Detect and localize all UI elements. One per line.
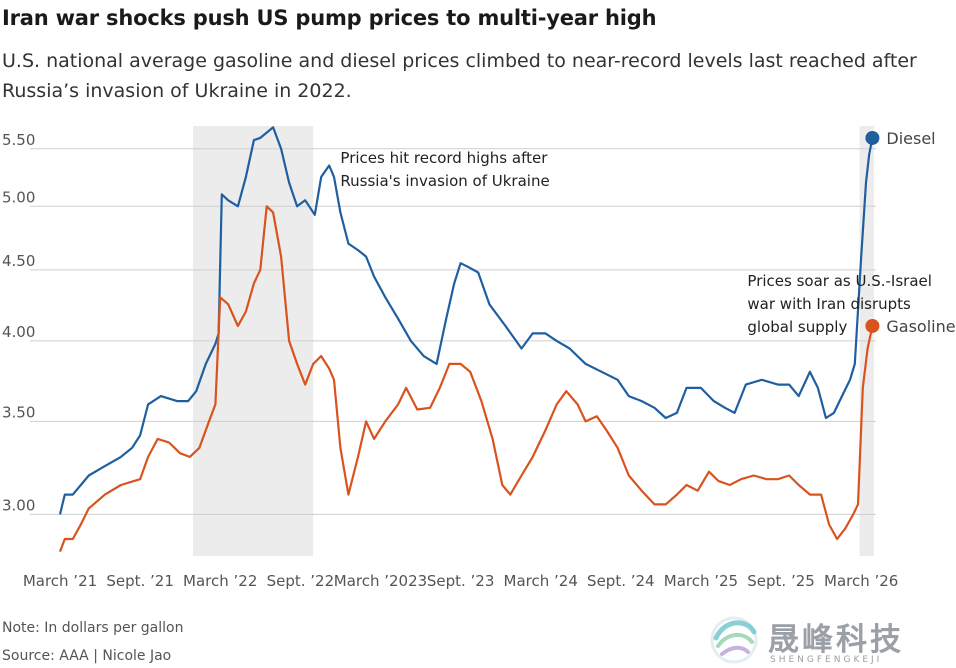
annotation-1-line: global supply — [747, 318, 847, 336]
y-tick-label: 4.50 — [2, 252, 35, 270]
annotation-1-line: war with Iran disrupts — [747, 295, 911, 313]
x-tick-label: Sept. ’25 — [747, 572, 815, 590]
y-tick-label: 5.50 — [2, 131, 35, 149]
annotation-0-line: Russia's invasion of Ukraine — [340, 172, 549, 190]
x-tick-label: March ’22 — [183, 572, 257, 590]
series-line-diesel — [58, 126, 874, 515]
legend-label-diesel: Diesel — [886, 129, 935, 148]
y-tick-label: 3.00 — [2, 496, 35, 514]
series-end-dot-diesel — [865, 130, 880, 145]
chart-title: Iran war shocks push US pump prices to m… — [2, 6, 657, 30]
series-end-dot-gasoline — [865, 318, 880, 333]
chart-subtitle: U.S. national average gasoline and diese… — [2, 50, 917, 102]
watermark-emblem-icon — [710, 616, 758, 664]
footnote: Note: In dollars per gallon — [2, 620, 184, 636]
watermark-logo: 晟峰科技 SHENGFENGKEJI — [706, 612, 956, 668]
x-tick-label: March ’2023 — [334, 572, 427, 590]
watermark-subtext: SHENGFENGKEJI — [770, 655, 883, 665]
x-tick-label: March ’26 — [824, 572, 898, 590]
line-chart: 3.00 3.50 4.00 4.50 5.00 5.50 March ’21 Sept. ’… — [2, 126, 956, 590]
x-tick-label: Sept. ’24 — [587, 572, 655, 590]
annotation-0-line: Prices hit record highs after — [340, 149, 548, 167]
x-tick-label: March ’24 — [504, 572, 578, 590]
y-tick-label: 5.00 — [2, 188, 35, 206]
watermark-text: 晟峰科技 — [768, 622, 904, 658]
series-diesel: Diesel — [58, 126, 936, 515]
annotation-1-line: Prices soar as U.S.-Israel — [747, 272, 932, 290]
x-tick-label: March ’21 — [23, 572, 97, 590]
x-tick-label: Sept. ’22 — [267, 572, 335, 590]
x-tick-label: Sept. ’21 — [106, 572, 174, 590]
x-tick-label: March ’25 — [664, 572, 738, 590]
y-tick-label: 3.50 — [2, 403, 35, 421]
x-tick-label: Sept. ’23 — [427, 572, 495, 590]
series-gasoline: Gasoline — [58, 205, 956, 553]
source-line: Source: AAA | Nicole Jao — [2, 648, 172, 664]
y-tick-label: 4.00 — [2, 323, 35, 341]
legend-label-gasoline: Gasoline — [886, 317, 955, 336]
series-line-gasoline — [58, 205, 874, 553]
